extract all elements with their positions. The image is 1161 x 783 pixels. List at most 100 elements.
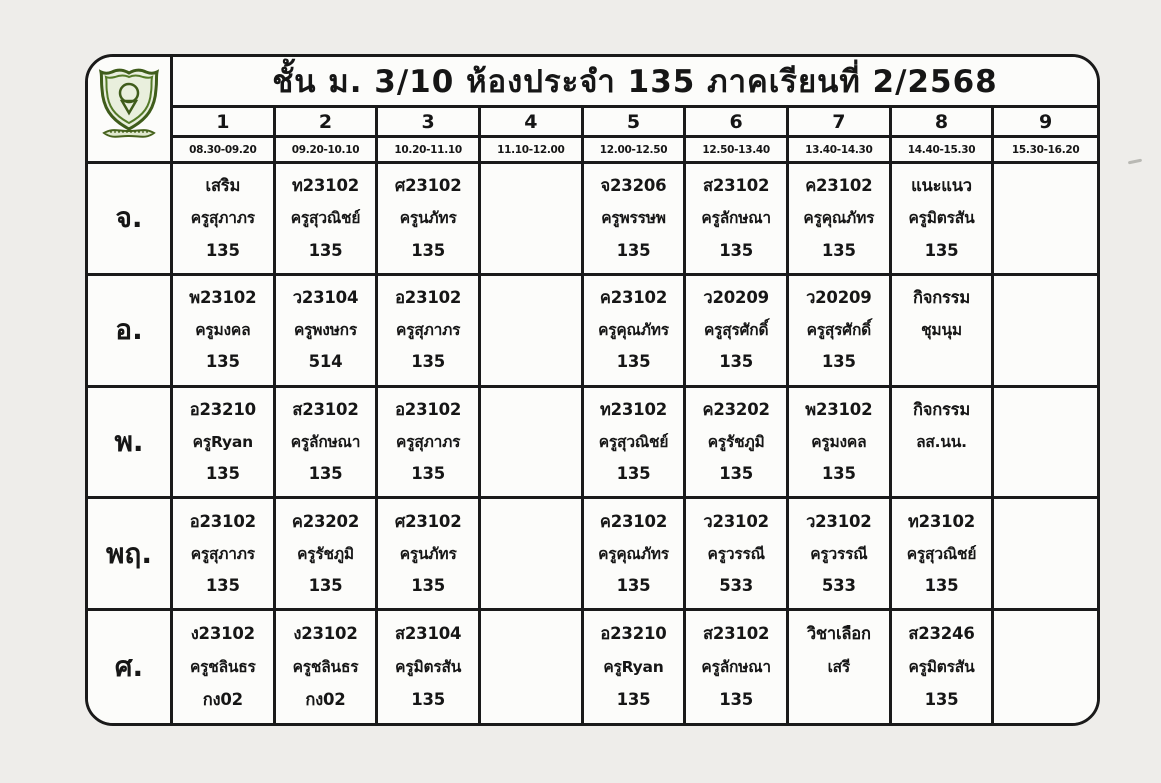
slot-teacher: ครูลักษณา: [701, 209, 771, 228]
period-time: 12.00-12.50: [583, 138, 687, 164]
slot-room: 135: [205, 464, 240, 484]
slot-teacher: ชุมนุม: [921, 321, 962, 340]
slot-cell: [480, 275, 584, 388]
slot-code: พ23102: [805, 399, 873, 419]
timetable: ชั้น ม. 3/10 ห้องประจำ 135 ภาคเรียนที่ 2…: [85, 54, 1100, 726]
slot-room: 135: [411, 352, 446, 372]
slot-teacher: ครูชลินธร: [292, 658, 359, 677]
slot-code: ส23102: [703, 624, 770, 644]
slot-code: ง23102: [293, 624, 358, 644]
slot-room: 135: [821, 464, 856, 484]
slot-cell: ท23102 ครูสุวณิชย์ 135: [583, 387, 687, 500]
timetable-grid: ชั้น ม. 3/10 ห้องประจำ 135 ภาคเรียนที่ 2…: [88, 57, 1097, 723]
slot-room: 135: [616, 240, 651, 260]
slot-teacher: ครูสุวณิชย์: [598, 432, 669, 451]
slot-code: กิจกรรม: [912, 287, 971, 307]
slot-cell: ศ23102 ครูนภัทร 135: [378, 499, 481, 612]
logo-cell: [88, 57, 173, 164]
slot-code: วิชาเลือก: [806, 624, 871, 644]
slot-cell: ท23102 ครูสุวณิชย์ 135: [275, 164, 379, 276]
slot-cell: อ23102 ครูสุภาภร 135: [173, 499, 276, 612]
period-number: 7: [788, 108, 892, 138]
slot-code: ว23102: [703, 511, 769, 531]
slot-room: 135: [821, 352, 856, 372]
slot-code: ส23246: [908, 624, 975, 644]
slot-teacher: ครูมิตรสัน: [395, 658, 462, 677]
slot-code: อ23102: [189, 511, 256, 531]
slot-room: 533: [719, 575, 754, 595]
period-time: 11.10-12.00: [480, 138, 584, 164]
slot-cell: วิชาเลือก เสรี: [788, 611, 892, 723]
slot-cell: ค23202 ครูรัชภูมิ 135: [275, 499, 379, 612]
slot-teacher: ครูสุวณิชย์: [290, 209, 361, 228]
slot-teacher: ครูพรรษพ: [601, 209, 666, 228]
slot-code: ค23202: [702, 399, 770, 419]
period-time: 13.40-14.30: [788, 138, 892, 164]
slot-code: แนะแนว: [911, 176, 972, 196]
slot-code: ง23102: [190, 624, 255, 644]
slot-room: 135: [411, 575, 446, 595]
slot-cell: กิจกรรม ลส.นน.: [891, 387, 995, 500]
slot-code: ว20209: [806, 287, 872, 307]
slot-room: 135: [205, 352, 240, 372]
slot-room: 135: [821, 240, 856, 260]
slot-cell: ว23102 ครูวรรณี 533: [788, 499, 892, 612]
slot-room: 533: [821, 575, 856, 595]
slot-teacher: ครูRyan: [192, 432, 254, 451]
slot-code: อ23210: [600, 624, 667, 644]
slot-cell: ง23102 ครูชลินธร กง02: [173, 611, 276, 723]
slot-cell: [480, 387, 584, 500]
slot-cell: [994, 611, 1097, 723]
slot-teacher: ครูชลินธร: [189, 658, 256, 677]
slot-code: ท23102: [599, 399, 668, 419]
slot-cell: ง23102 ครูชลินธรกง02: [275, 611, 379, 723]
slot-teacher: ครูมิตรสัน: [908, 658, 975, 677]
slot-code: อ23210: [189, 399, 256, 419]
slot-teacher: ครูสุภาภร: [396, 432, 461, 451]
slot-code: ศ23102: [394, 511, 462, 531]
slot-cell: [994, 499, 1097, 612]
slot-teacher: ครูมงคล: [811, 432, 867, 451]
slot-code: ส23102: [292, 399, 359, 419]
slot-cell: ส23102 ครูลักษณา 135: [686, 164, 789, 276]
slot-room: กง02: [305, 690, 346, 710]
slot-room: 135: [924, 575, 959, 595]
slot-teacher: ครูคุณภัทร: [598, 321, 669, 340]
slot-cell: [994, 275, 1097, 388]
slot-code: ค23202: [291, 511, 360, 531]
slot-code: จ23206: [600, 176, 667, 196]
slot-cell: อ23210 ครูRyan 135: [583, 611, 687, 723]
slot-room: 135: [308, 464, 343, 484]
slot-room: 135: [616, 352, 651, 372]
slot-cell: เสริม ครูสุภาภร 135: [173, 164, 276, 276]
period-number: 2: [275, 108, 379, 138]
slot-cell: ส23104 ครูมิตรสัน 135: [378, 611, 481, 723]
slot-teacher: ครูคุณภัทร: [598, 544, 669, 563]
slot-cell: กิจกรรมชุมนุม: [891, 275, 995, 388]
scan-artifact: [1127, 158, 1143, 165]
slot-code: ว23104: [292, 287, 359, 307]
day-label: จ.: [88, 164, 173, 276]
slot-room: 135: [411, 240, 446, 260]
slot-room: 135: [719, 690, 754, 710]
day-label: อ.: [88, 275, 173, 388]
slot-room: 135: [924, 240, 959, 260]
slot-teacher: ครูนภัทร: [399, 544, 457, 563]
slot-cell: [994, 164, 1097, 276]
slot-cell: ส23102 ครูลักษณา 135: [275, 387, 379, 500]
slot-cell: ว23104 ครูพงษกร 514: [275, 275, 379, 388]
slot-code: ศ23102: [394, 176, 462, 196]
slot-cell: อ23102 ครูสุภาภร 135: [378, 275, 481, 388]
slot-room: 135: [616, 690, 651, 710]
slot-code: ว23102: [806, 511, 872, 531]
slot-cell: [480, 499, 584, 612]
slot-room: 135: [205, 575, 240, 595]
slot-code: อ23102: [395, 399, 462, 419]
slot-cell: อ23102 ครูสุภาภร 135: [378, 387, 481, 500]
slot-teacher: ครูสุภาภร: [190, 544, 255, 563]
slot-room: 135: [616, 575, 651, 595]
slot-teacher: ครูRyan: [603, 658, 664, 677]
slot-cell: ส23246 ครูมิตรสัน 135: [891, 611, 995, 723]
slot-cell: ค23202 ครูรัชภูมิ 135: [686, 387, 789, 500]
slot-code: อ23102: [395, 287, 462, 307]
